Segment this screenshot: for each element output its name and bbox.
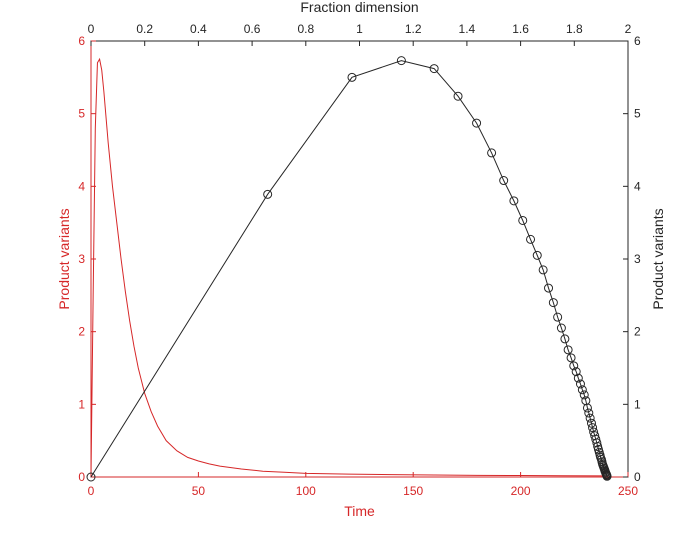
x-tick-label: 200 [511, 484, 531, 498]
series-2-point [556, 323, 566, 333]
x-tick-label: 50 [192, 484, 206, 498]
y2-tick-label: 1 [634, 397, 641, 411]
y-tick-label: 2 [78, 325, 85, 339]
series-2-point [538, 265, 548, 275]
y-tick-label: 0 [78, 470, 85, 484]
series-2-point [532, 250, 542, 260]
x2-tick-label: 1.4 [459, 22, 476, 36]
x2-tick-label: 1 [356, 22, 363, 36]
series-2-point [585, 413, 595, 423]
y-tick-label: 6 [78, 34, 85, 48]
series-2-point [263, 189, 273, 199]
series-2-point [526, 234, 536, 244]
series-2-point [577, 385, 587, 395]
series-2-point [86, 472, 96, 482]
series-2-point [487, 148, 497, 158]
x-tick-label: 0 [88, 484, 95, 498]
y-tick-label: 1 [78, 397, 85, 411]
series-2-point [573, 373, 583, 383]
series-2-point [592, 438, 602, 448]
y2-axis-label: Product variants [650, 208, 666, 309]
series-2-point [544, 283, 554, 293]
plot-area [90, 40, 629, 478]
x2-tick-label: 0.4 [190, 22, 207, 36]
y2-tick-label: 6 [634, 34, 641, 48]
x-axis-label: Time [344, 503, 375, 519]
x2-tick-label: 1.6 [512, 22, 529, 36]
series-2-point [575, 379, 585, 389]
y2-tick-label: 0 [634, 470, 641, 484]
x2-tick-label: 2 [625, 22, 632, 36]
series-2-point [582, 403, 592, 413]
series-2-point [429, 64, 439, 74]
y-tick-label: 4 [78, 179, 85, 193]
y2-tick-label: 4 [634, 179, 641, 193]
series-2-point [396, 56, 406, 66]
series-2-point [602, 471, 612, 481]
x2-axis-label: Fraction dimension [300, 0, 418, 15]
series-2-point [586, 418, 596, 428]
x-tick-label: 150 [403, 484, 423, 498]
x2-tick-label: 0.2 [136, 22, 153, 36]
series-2-point [571, 367, 581, 377]
x2-tick-label: 1.2 [405, 22, 422, 36]
series-2-point [584, 408, 594, 418]
y-tick-label: 3 [78, 252, 85, 266]
y-tick-label: 5 [78, 107, 85, 121]
series-2-point [563, 345, 573, 355]
series-2-point [560, 334, 570, 344]
x2-tick-label: 0.8 [297, 22, 314, 36]
series-2-point [453, 91, 463, 101]
series-2-point [548, 298, 558, 308]
y2-tick-label: 5 [634, 107, 641, 121]
series-layer [86, 56, 612, 482]
y-axis-label: Product variants [56, 208, 72, 309]
series-2-point [553, 312, 563, 322]
series-2-point [588, 423, 598, 433]
x-tick-label: 250 [618, 484, 638, 498]
series-1-line [90, 57, 607, 478]
x2-tick-label: 0.6 [244, 22, 261, 36]
series-2-point [566, 353, 576, 363]
series-2-point [499, 176, 509, 186]
y2-tick-label: 3 [634, 252, 641, 266]
series-2-point [347, 72, 357, 82]
series-2-point [509, 196, 519, 206]
series-2-point [518, 215, 528, 225]
x2-tick-label: 1.8 [566, 22, 583, 36]
series-2-point [569, 361, 579, 371]
series-2-point [472, 118, 482, 128]
x2-tick-label: 0 [88, 22, 95, 36]
x-tick-label: 100 [296, 484, 316, 498]
series-2-point [579, 390, 589, 400]
y2-tick-label: 2 [634, 325, 641, 339]
